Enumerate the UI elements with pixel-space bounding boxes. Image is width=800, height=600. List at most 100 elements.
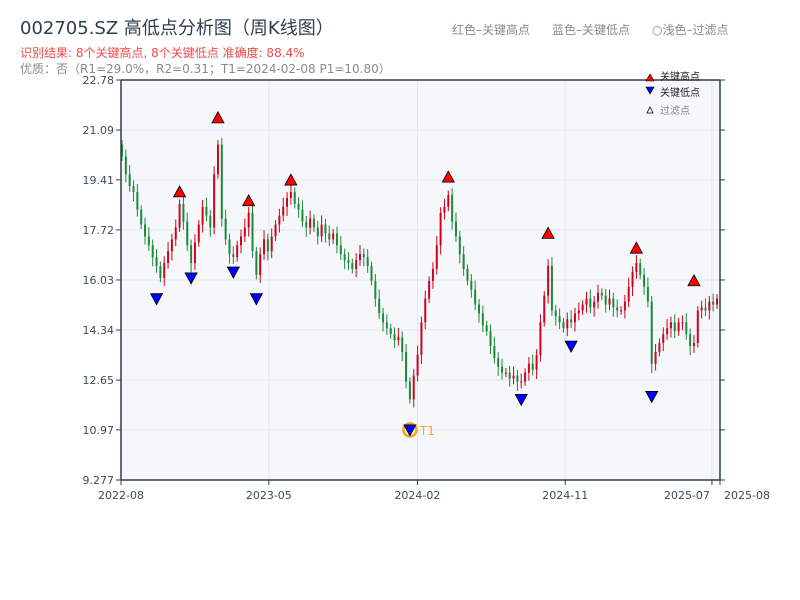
candle-body [566,319,569,329]
candle-body [140,209,143,225]
candle-body [527,363,530,373]
candle-body [708,301,711,311]
candle-body [389,328,392,335]
candle-body [612,298,615,308]
candle-body [374,280,377,299]
key-low-marker [249,293,264,306]
candle-body [385,322,388,329]
candle-body [716,298,718,305]
candle-body [447,194,450,207]
legend-filtered-label: 过滤点 [660,104,690,117]
candle-body [343,254,346,261]
candle-body [501,366,504,373]
candle-body [600,292,603,296]
candle-body [554,310,557,317]
key-high-marker [284,173,298,186]
candle-body [355,260,358,269]
y-tick-label: 14.34 [83,324,115,337]
x-tick-label: 2024-11 [542,489,588,502]
candle-body [458,236,461,255]
candle-body [186,221,189,246]
candle-body [401,337,404,352]
candle-body [216,144,219,175]
candle-body [696,310,699,344]
candle-body [543,295,546,323]
candle-body [431,268,434,281]
candle-body [228,239,231,255]
x-tick-label: 2025-07 [664,489,710,502]
candle-body [627,286,630,302]
candle-body [439,212,442,246]
candle-body [147,236,150,246]
candle-body [474,289,477,305]
candle-body [462,254,465,269]
candle-body [144,224,147,237]
candle-body [593,301,596,308]
candle-body [616,307,619,311]
candle-body [232,254,235,258]
y-tick-label: 22.78 [83,74,115,87]
candle-body [524,372,527,382]
candle-body [286,197,289,207]
candle-body [289,191,292,198]
candle-body [504,372,507,374]
candle-body [393,334,396,341]
candle-body [266,239,269,252]
candle-body [197,224,200,243]
candle-body [631,271,634,287]
candle-body [539,322,542,355]
candle-body [309,218,312,228]
candle-body [512,375,515,379]
y-tick-label: 12.65 [83,374,115,387]
candle-body [255,251,258,275]
candle-body [405,351,408,382]
candle-body [493,346,496,358]
candle-body [669,322,672,329]
legend-red-note: 红色–关键高点 [452,23,531,37]
candle-body [324,224,327,234]
candle-body [382,313,385,323]
candle-body [297,203,300,210]
candle-body [635,263,638,272]
legend-light-note: ○浅色–过滤点 [652,23,729,37]
y-tick-label: 17.72 [83,224,115,237]
candle-body [178,203,181,228]
candle-body [190,245,193,264]
candle-body [497,357,500,367]
candle-body [159,266,162,278]
candle-body [362,254,365,258]
candle-body [240,236,242,246]
candle-body [481,313,484,326]
legend-filtered-icon [646,106,654,114]
candle-body [282,206,285,216]
candle-body [451,194,454,222]
candle-body [412,375,415,400]
candle-body [700,307,703,311]
candle-body [359,254,361,261]
candle-body [170,239,173,252]
legend-blue-note: 蓝色–关键低点 [552,23,631,37]
candle-body [182,203,185,222]
candle-body [466,268,469,281]
candle-body [662,334,665,344]
y-tick-label: 21.09 [83,124,115,137]
candle-body [247,212,250,228]
x-tick-label: 2024-02 [394,489,440,502]
candle-body [623,301,626,311]
candle-body [124,156,127,175]
candle-body [121,144,123,157]
candle-body [132,186,135,192]
candle-body [689,334,692,347]
candle-body [167,251,170,264]
y-tick-label: 9.277 [83,474,115,487]
legend-high-icon [645,73,655,82]
key-high-marker [211,111,225,124]
quality-summary: 优质：否（R1=29.0%，R2=0.31；T1=2024-02-08 P1=1… [20,62,391,76]
candle-body [581,304,584,311]
x-tick-label: 2022-08 [98,489,144,502]
y-tick-label: 10.97 [83,424,115,437]
candle-body [408,381,411,400]
candle-body [224,218,227,240]
candle-body [205,206,208,216]
candle-body [312,218,315,228]
